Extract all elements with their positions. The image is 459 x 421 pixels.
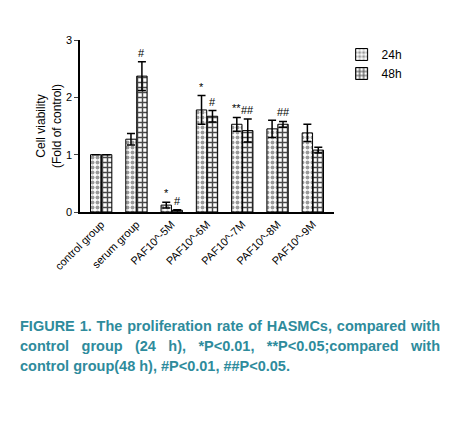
svg-text:0: 0 (66, 206, 72, 218)
svg-text:#: # (138, 47, 145, 59)
svg-text:*: * (199, 81, 204, 93)
svg-text:*: * (164, 187, 169, 199)
svg-text:#: # (174, 195, 181, 207)
svg-text:serum group: serum group (90, 218, 142, 270)
svg-text:2: 2 (66, 91, 72, 103)
svg-text:control group: control group (53, 218, 107, 272)
svg-text:1: 1 (66, 149, 72, 161)
svg-text:#: # (209, 96, 216, 108)
svg-text:##: ## (241, 104, 254, 116)
svg-text:PAF10^-5M: PAF10^-5M (128, 218, 177, 267)
svg-text:PAF10^-8M: PAF10^-8M (234, 218, 283, 267)
svg-text:**: ** (232, 102, 241, 114)
svg-text:24h: 24h (382, 48, 402, 62)
html-text:FIGURE 1. The proliferation ra: FIGURE 1. The proliferation rate of HASM… (20, 318, 440, 374)
svg-text:Cell viability(Fold of control: Cell viability(Fold of control) (34, 84, 64, 168)
svg-text:3: 3 (66, 34, 72, 46)
svg-text:PAF10^-9M: PAF10^-9M (269, 218, 318, 267)
svg-text:##: ## (277, 106, 290, 118)
svg-text:PAF10^-7M: PAF10^-7M (199, 218, 248, 267)
svg-text:PAF10^-6M: PAF10^-6M (164, 218, 213, 267)
svg-text:48h: 48h (382, 67, 402, 81)
